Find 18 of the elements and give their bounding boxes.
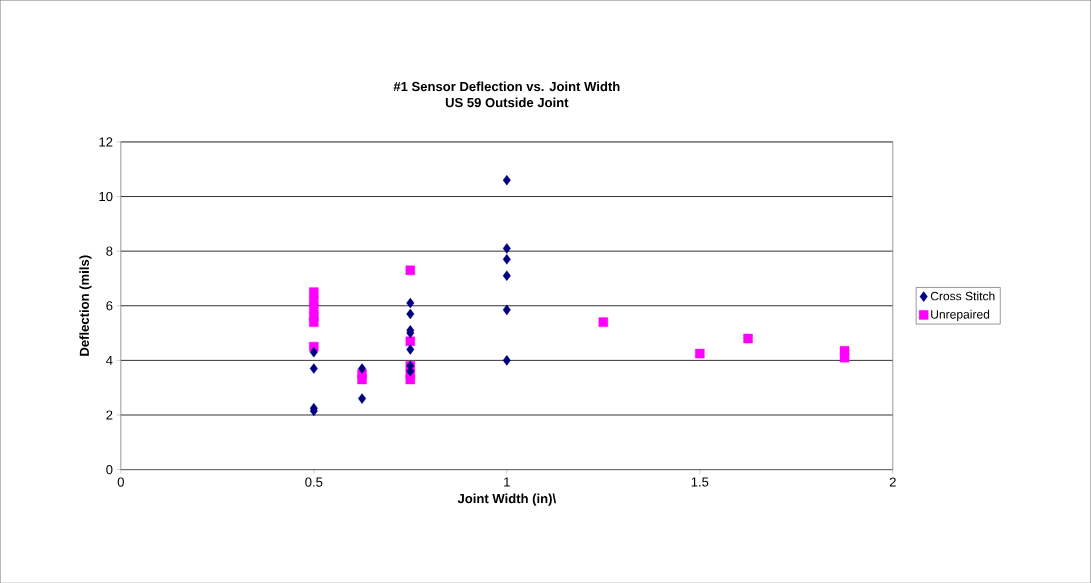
y-tick-label: 10 (99, 191, 113, 201)
x-tick-label: 2 (889, 477, 896, 487)
y-tick-label: 4 (106, 355, 113, 365)
y-tick-label: 6 (106, 300, 113, 311)
legend-label: Unrepaired (931, 309, 990, 321)
x-tick-label: 0 (117, 477, 124, 487)
y-tick-label: 12 (99, 137, 113, 147)
x-tick-label: 1.5 (691, 477, 709, 487)
chart-title: #1 Sensor Deflection vs. Joint Width (393, 81, 620, 91)
y-tick-label: 0 (106, 464, 113, 475)
chart-subtitle: US 59 Outside Joint (445, 97, 569, 108)
x-tick-label: 0.5 (305, 477, 323, 487)
x-tick-label: 1 (504, 477, 510, 487)
y-tick-label: 8 (106, 246, 113, 256)
y-tick-label: 2 (106, 410, 113, 420)
y-axis-title: Deflection (mils) (79, 255, 92, 356)
x-axis-title: Joint Width (in)\ (457, 493, 556, 506)
legend-label: Cross Stitch (930, 291, 995, 301)
